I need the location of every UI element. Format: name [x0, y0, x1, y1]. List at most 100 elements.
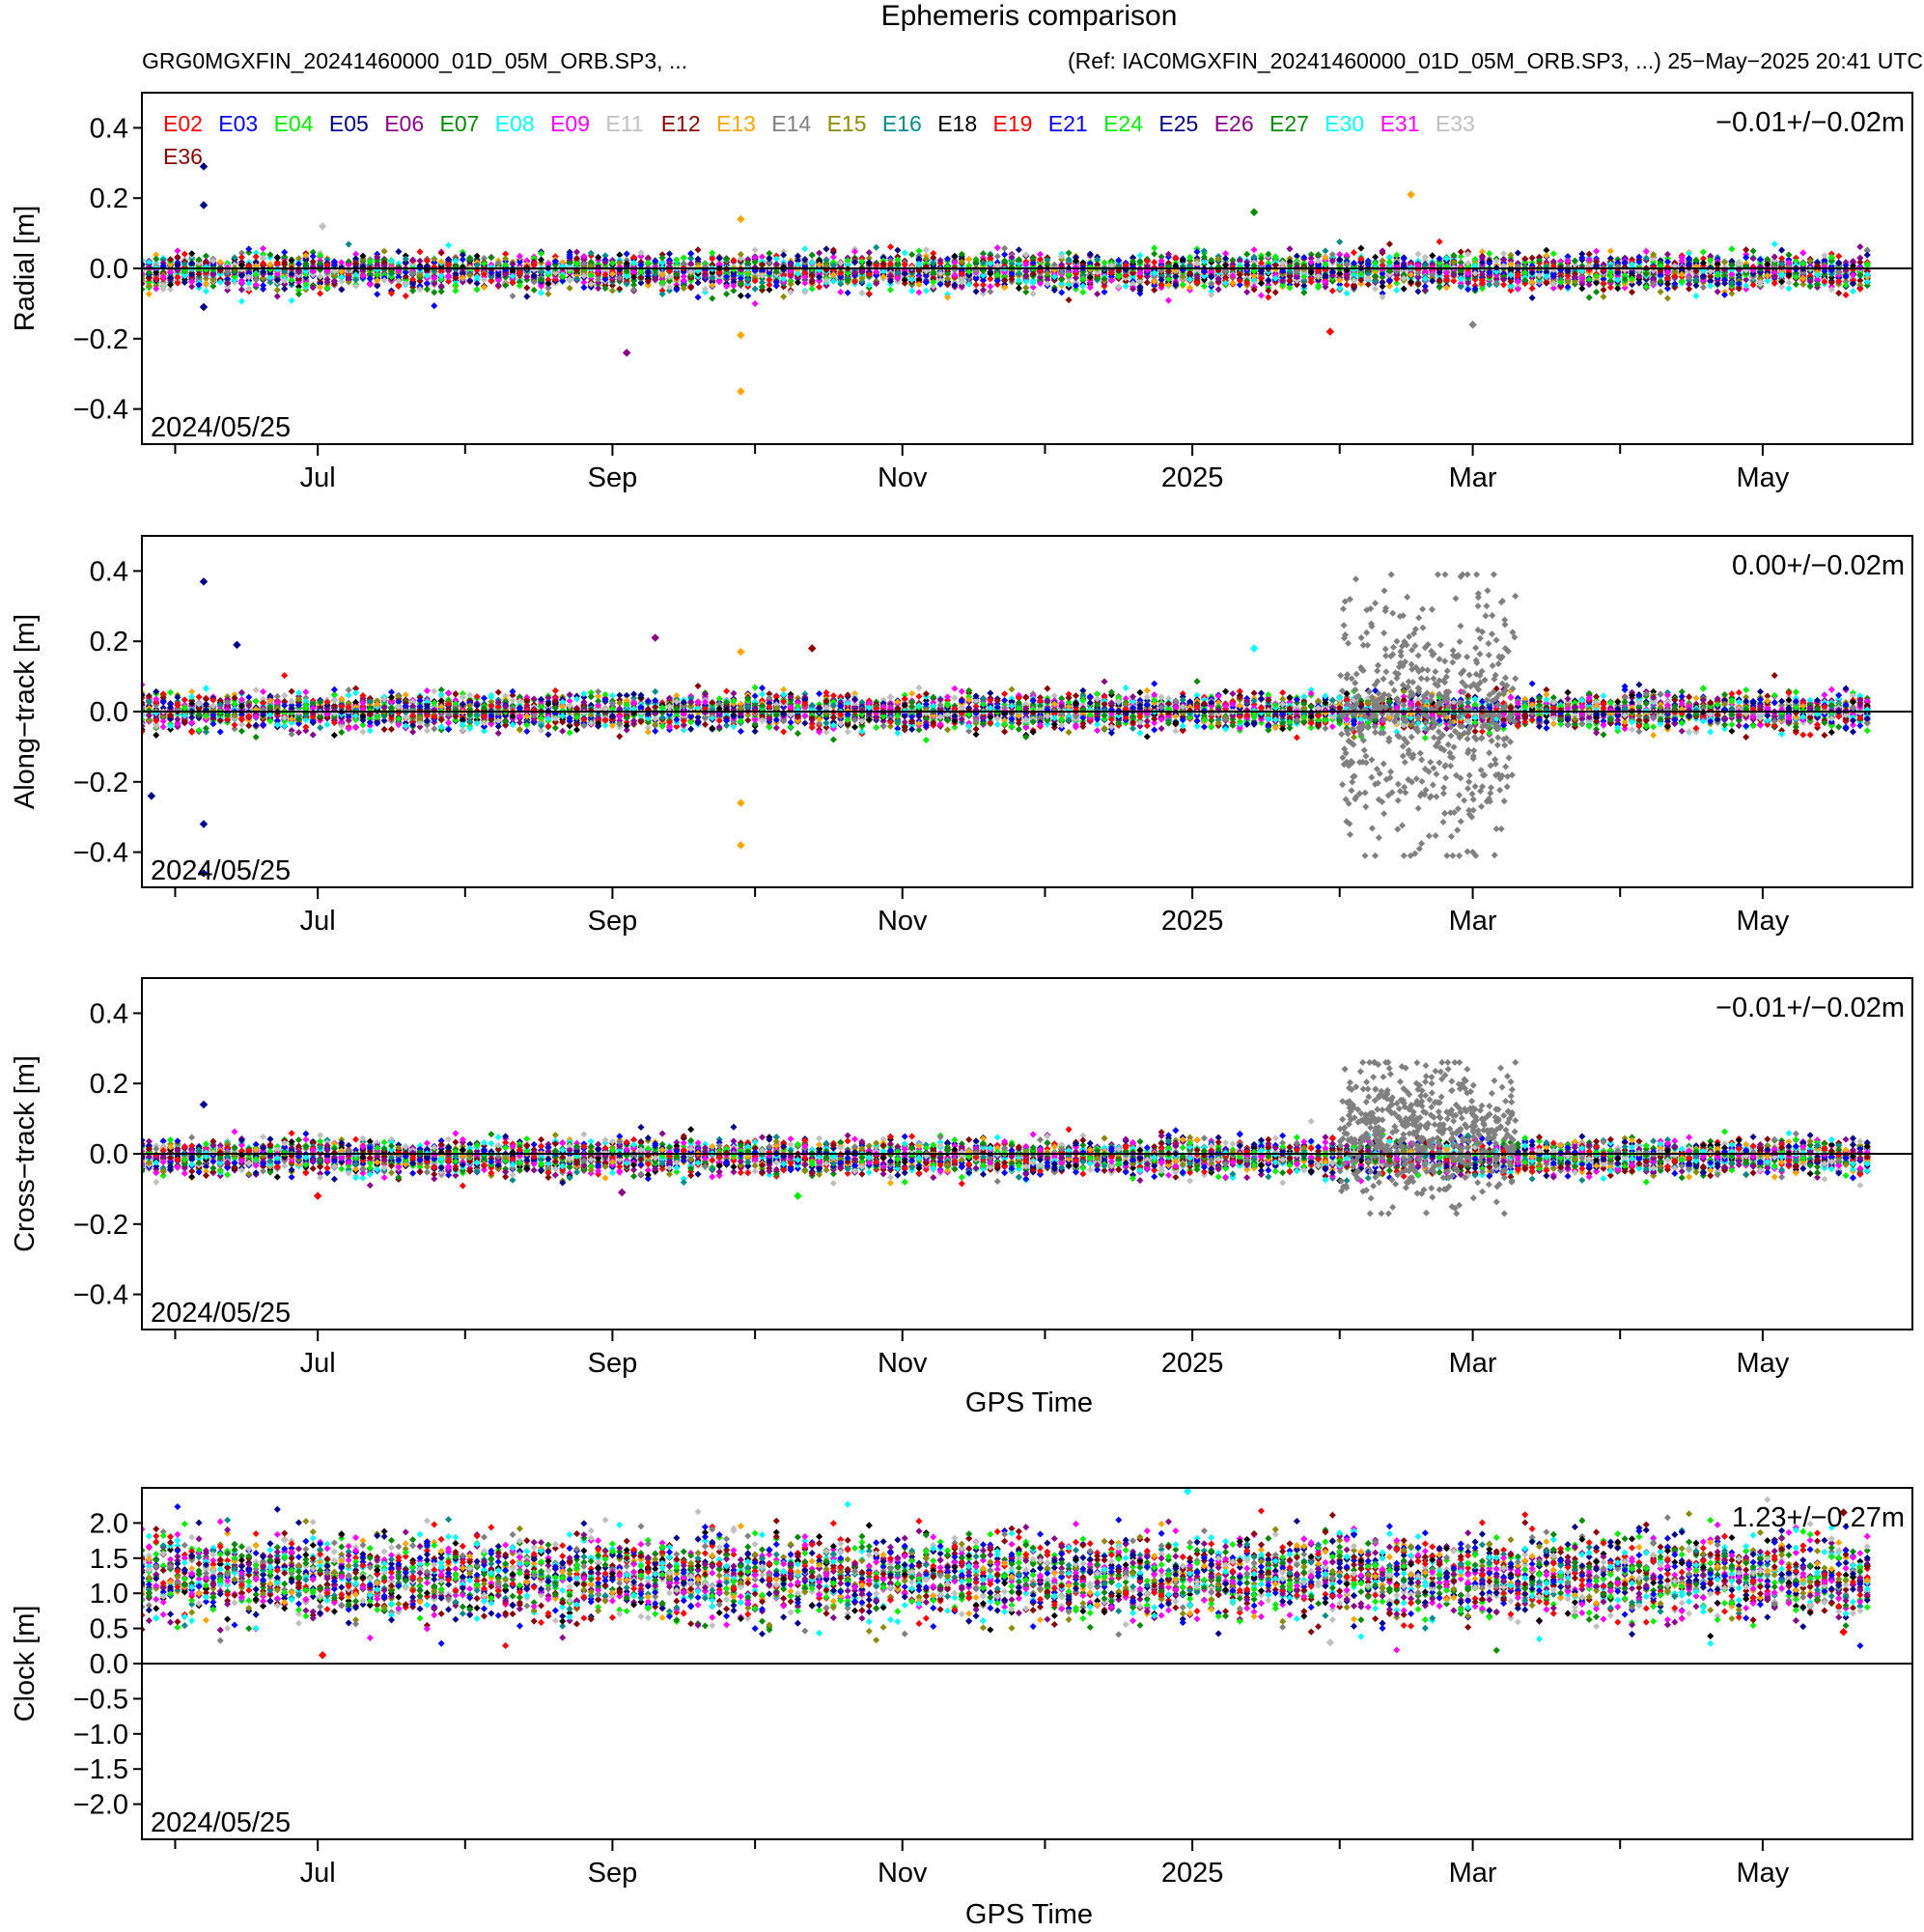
- data-point: [245, 285, 253, 293]
- data-point: [202, 280, 210, 288]
- data-point: [580, 278, 588, 287]
- data-point: [908, 287, 916, 294]
- data-point: [544, 290, 552, 298]
- data-point: [142, 275, 146, 283]
- data-point: [416, 271, 424, 279]
- figure-title: Ephemeris comparison: [881, 0, 1178, 32]
- data-point: [1179, 281, 1186, 289]
- data-point: [801, 245, 809, 253]
- data-point: [595, 285, 602, 293]
- data-point: [1257, 292, 1266, 299]
- data-point: [1486, 281, 1493, 289]
- data-point: [459, 269, 466, 277]
- data-point: [459, 251, 466, 259]
- data-point: [658, 290, 666, 298]
- data-point: [608, 287, 616, 294]
- data-point: [630, 281, 638, 289]
- data-point: [658, 270, 666, 278]
- data-point: [915, 247, 923, 255]
- data-point: [652, 275, 659, 284]
- data-point: [294, 260, 303, 267]
- data-point: [630, 259, 638, 266]
- data-point: [452, 274, 460, 282]
- data-point: [1543, 252, 1550, 260]
- data-point: [366, 258, 374, 266]
- data-point: [1436, 238, 1443, 245]
- data-point: [530, 278, 538, 286]
- data-point: [302, 257, 310, 265]
- data-point: [637, 253, 645, 261]
- data-point: [1214, 286, 1222, 294]
- data-point: [209, 282, 217, 290]
- data-point: [273, 286, 281, 294]
- data-point: [195, 256, 203, 264]
- data-point: [1328, 287, 1336, 294]
- data-point: [694, 294, 702, 301]
- data-point: [494, 259, 502, 266]
- data-point: [886, 243, 894, 251]
- data-point: [260, 244, 267, 252]
- data-point: [601, 259, 609, 266]
- data-point: [395, 248, 403, 256]
- data-point: [509, 293, 516, 300]
- data-point: [1400, 255, 1408, 263]
- data-point: [473, 252, 481, 260]
- data-point: [808, 285, 816, 293]
- data-point: [1336, 238, 1344, 246]
- data-point: [181, 250, 188, 258]
- data-point: [153, 275, 160, 283]
- data-point: [237, 253, 245, 262]
- data-point: [865, 249, 873, 257]
- data-point: [445, 261, 453, 268]
- data-point: [231, 254, 238, 262]
- data-point: [273, 254, 281, 262]
- data-point: [142, 286, 146, 294]
- data-point: [174, 273, 181, 281]
- data-point: [1065, 249, 1073, 257]
- data-point: [1001, 244, 1009, 252]
- data-point: [459, 278, 466, 286]
- data-point: [680, 276, 687, 285]
- data-point: [509, 279, 516, 287]
- data-point: [252, 281, 260, 289]
- data-point: [538, 250, 545, 258]
- data-point: [1101, 259, 1108, 266]
- data-point: [416, 257, 424, 265]
- data-point: [374, 253, 381, 261]
- data-point: [608, 282, 616, 290]
- data-point: [431, 280, 438, 288]
- data-point: [445, 272, 453, 280]
- data-point: [644, 255, 652, 263]
- data-point: [345, 240, 352, 248]
- data-point: [687, 249, 695, 258]
- data-point: [523, 257, 531, 265]
- data-point: [709, 294, 716, 302]
- data-point: [544, 268, 552, 276]
- data-point: [502, 271, 510, 279]
- data-point: [1271, 289, 1279, 296]
- data-point: [159, 273, 167, 281]
- data-point: [245, 248, 253, 256]
- data-point: [972, 281, 980, 289]
- data-point: [644, 259, 652, 266]
- data-point: [644, 282, 652, 290]
- data-point: [665, 273, 674, 281]
- data-point: [637, 268, 645, 276]
- data-point: [1457, 248, 1464, 256]
- data-point: [380, 276, 388, 284]
- data-point: [509, 267, 516, 275]
- data-point: [402, 255, 409, 263]
- data-point: [480, 270, 488, 278]
- data-point: [673, 270, 681, 278]
- data-point: [195, 281, 203, 289]
- data-point: [260, 282, 267, 290]
- data-point: [374, 276, 381, 285]
- data-point: [466, 277, 474, 285]
- data-point: [338, 286, 346, 294]
- data-point: [352, 282, 360, 290]
- data-point: [188, 271, 196, 279]
- data-point: [623, 260, 630, 267]
- data-point: [709, 249, 716, 257]
- data-point: [437, 258, 445, 266]
- data-point: [145, 268, 153, 277]
